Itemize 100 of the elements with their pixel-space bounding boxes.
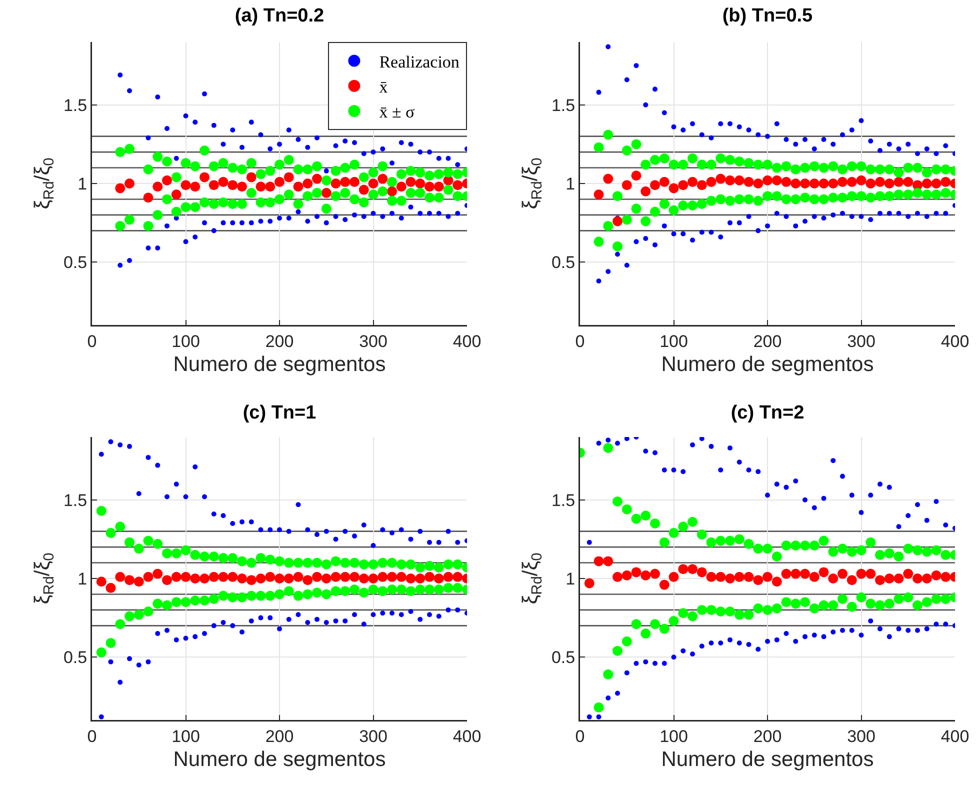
- point: [96, 576, 106, 587]
- point: [406, 176, 416, 187]
- point: [753, 575, 764, 586]
- point: [846, 575, 857, 586]
- point: [912, 574, 922, 584]
- point: [443, 572, 454, 582]
- x-tick-label: 300: [847, 726, 876, 746]
- point: [330, 572, 341, 582]
- y-tick-label: 1.5: [63, 490, 88, 510]
- point: [725, 574, 735, 584]
- point: [781, 176, 792, 187]
- point: [846, 176, 857, 187]
- point: [293, 182, 304, 192]
- y-tick-label: 0.5: [63, 648, 88, 668]
- y-tick-label: 1: [566, 174, 576, 194]
- point: [668, 572, 679, 582]
- point: [940, 176, 951, 187]
- point: [321, 574, 332, 584]
- point: [256, 574, 266, 584]
- x-tick-label: 200: [265, 332, 294, 351]
- point: [434, 182, 444, 192]
- point: [115, 183, 126, 194]
- point: [884, 178, 894, 188]
- point: [875, 575, 885, 586]
- x-tick-label: 200: [265, 726, 294, 746]
- point: [340, 572, 350, 582]
- point: [302, 178, 313, 188]
- point: [228, 180, 238, 190]
- point: [218, 572, 228, 582]
- y-tick-label: 0.5: [551, 648, 576, 668]
- point: [200, 574, 210, 584]
- point: [612, 216, 622, 226]
- point: [818, 567, 829, 578]
- point: [800, 178, 810, 188]
- point: [143, 192, 154, 203]
- point: [931, 178, 942, 188]
- point: [762, 572, 772, 582]
- x-tick-label: 200: [753, 726, 782, 746]
- point: [246, 575, 256, 586]
- point: [387, 572, 397, 582]
- x-tick-label: 100: [172, 726, 200, 746]
- point: [894, 574, 904, 584]
- x-tick-label: 0: [87, 726, 97, 746]
- point: [631, 567, 642, 578]
- y-tick-label: 1: [78, 174, 88, 194]
- point: [603, 174, 614, 184]
- x-tick-label: 300: [359, 332, 388, 351]
- point: [903, 568, 914, 579]
- point: [358, 574, 369, 584]
- point: [452, 180, 463, 190]
- point: [265, 182, 276, 192]
- point: [762, 175, 772, 186]
- x-tick-label: 400: [452, 332, 482, 351]
- point: [115, 572, 126, 582]
- point: [856, 175, 866, 186]
- y-tick-label: 1.5: [63, 96, 88, 115]
- point: [424, 182, 434, 192]
- x-tick-label: 300: [847, 332, 876, 351]
- point: [265, 572, 276, 582]
- point: [594, 190, 604, 200]
- point: [350, 572, 360, 582]
- point: [603, 556, 614, 566]
- point: [190, 574, 200, 584]
- point: [828, 574, 838, 584]
- point: [696, 180, 707, 190]
- point: [200, 172, 210, 182]
- point: [256, 182, 266, 192]
- point: [106, 582, 116, 593]
- point: [903, 176, 914, 187]
- point: [378, 174, 388, 184]
- y-tick-label: 0.5: [63, 253, 88, 272]
- point: [180, 180, 191, 190]
- chart-title: (c) Tn=1: [242, 402, 317, 424]
- point: [696, 567, 707, 578]
- x-tick-label: 400: [940, 332, 970, 351]
- point: [594, 556, 604, 566]
- point: [828, 178, 838, 188]
- point: [622, 570, 632, 580]
- point: [659, 176, 670, 187]
- point: [856, 568, 866, 579]
- legend-label: Realizacion: [379, 52, 460, 72]
- point: [143, 572, 154, 582]
- point: [452, 572, 463, 582]
- point: [668, 183, 679, 194]
- x-tick-label: 0: [87, 332, 97, 351]
- point: [734, 572, 744, 582]
- y-tick-label: 1: [78, 569, 88, 588]
- point: [396, 182, 406, 192]
- point: [415, 178, 426, 188]
- point: [584, 578, 594, 588]
- point: [678, 564, 688, 574]
- point: [875, 176, 885, 187]
- point: [800, 568, 810, 579]
- point: [716, 174, 726, 184]
- x-axis-title: Numero de segmentos: [661, 748, 874, 771]
- x-tick-label: 100: [660, 726, 688, 746]
- point: [302, 575, 313, 586]
- point: [274, 574, 284, 584]
- point: [706, 176, 716, 187]
- y-tick-label: 1: [566, 569, 576, 588]
